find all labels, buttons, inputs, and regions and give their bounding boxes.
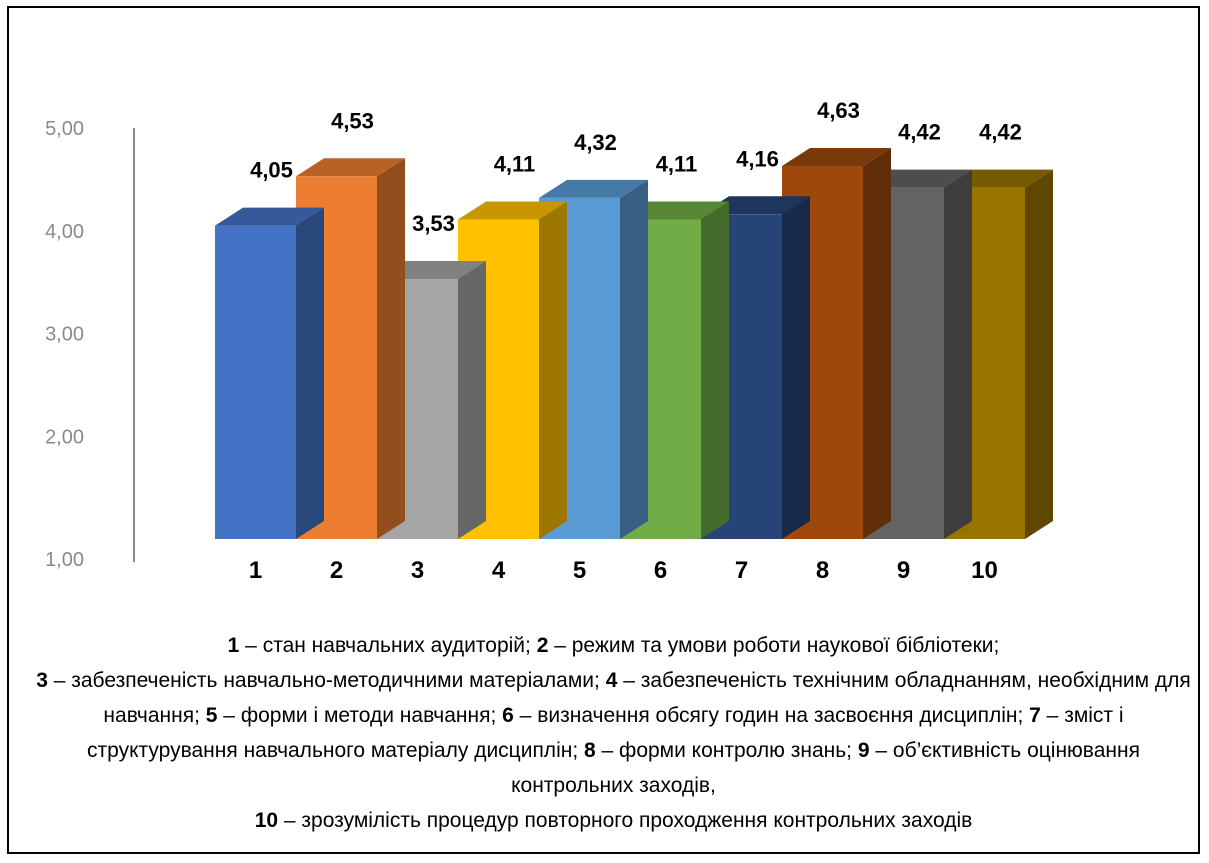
bar-side: [701, 201, 729, 539]
bar-side: [539, 201, 567, 539]
data-label: 4,42: [979, 120, 1022, 145]
x-tick-label: 6: [654, 557, 667, 584]
y-tick-label: 5,00: [45, 118, 84, 140]
x-tick-label: 5: [573, 557, 586, 584]
legend-item-9: 9 – об’єктивність оцінювання контрольних…: [511, 739, 1140, 797]
bar-top: [782, 148, 891, 167]
legend-text: зміст і структурування навчального матер…: [87, 704, 1124, 762]
bar-side: [944, 169, 972, 539]
x-tick-label: 3: [411, 557, 424, 584]
chart-legend: 1 – стан навчальних аудиторій; 2 – режим…: [29, 628, 1198, 838]
bar-front: [215, 225, 296, 540]
legend-item-7: 7 – зміст і структурування навчального м…: [87, 704, 1124, 762]
data-label: 4,53: [331, 108, 374, 133]
data-label: 4,32: [574, 130, 617, 155]
bar-1: [215, 207, 324, 540]
x-tick-label: 1: [249, 557, 262, 584]
x-tick-label: 7: [735, 557, 748, 584]
data-label: 4,63: [817, 98, 860, 123]
legend-num: 9: [857, 739, 870, 762]
bars: [215, 148, 1053, 540]
legend-item-3: 3 – забезпеченість навчально-методичними…: [36, 669, 606, 692]
legend-num: 6: [502, 704, 514, 727]
bar-side: [782, 196, 810, 539]
data-label: 4,16: [736, 146, 779, 171]
bar-top: [458, 201, 567, 220]
legend-num: 3: [36, 669, 48, 692]
legend-item-8: 8 – форми контролю знань;: [584, 739, 858, 762]
legend-text: форми контролю знань;: [619, 739, 858, 762]
bar-side: [296, 207, 324, 540]
bar-side: [1025, 169, 1053, 539]
labels: 1 2 3 4 5 6 7 8 9 10 4,05 4,53 3,53 4,11 4,32 4,11 4,16 4…: [249, 98, 1022, 584]
legend-text: забезпеченість навчально-методичними мат…: [71, 669, 606, 692]
legend-text: режим та умови роботи наукової бібліотек…: [571, 634, 1000, 657]
legend-item-1: 1 – стан навчальних аудиторій;: [227, 634, 537, 657]
bar-top: [296, 158, 405, 177]
data-label: 4,42: [898, 120, 941, 145]
data-label: 4,11: [656, 151, 698, 176]
legend-item-5: 5 – форми і методи навчання;: [205, 704, 503, 727]
data-label: 3,53: [412, 211, 455, 236]
x-tick-label: 4: [492, 557, 506, 584]
legend-text: об’єктивність оцінювання контрольних зах…: [511, 739, 1140, 797]
legend-num: 7: [1029, 704, 1041, 727]
bar-side: [377, 158, 405, 540]
legend-item-2: 2 – режим та умови роботи наукової біблі…: [536, 634, 1000, 657]
y-tick-label: 2,00: [45, 426, 84, 448]
legend-num: 4: [605, 669, 618, 692]
x-tick-label: 10: [971, 557, 998, 584]
y-tick-label: 1,00: [45, 549, 84, 571]
legend-text: форми і методи навчання;: [240, 704, 503, 727]
data-label: 4,11: [494, 151, 536, 176]
bar-top: [215, 207, 324, 226]
x-tick-label: 8: [816, 557, 829, 584]
legend-num: 10: [254, 809, 279, 832]
chart-frame: 1,00 2,00 3,00 4,00 5,00 1 2 3 4 5 6 7 8 9 10 4,05 4,53…: [7, 6, 1200, 854]
bar-side: [620, 179, 648, 539]
bar-chart: 1,00 2,00 3,00 4,00 5,00 1 2 3 4 5 6 7 8 9 10 4,05 4,53…: [45, 98, 1053, 584]
legend-num: 2: [536, 634, 549, 657]
bar-top: [539, 179, 648, 198]
legend-item-10: 10 – зрозумілість процедур повторного пр…: [254, 809, 973, 832]
y-tick-label: 4,00: [45, 221, 84, 243]
legend-text: зрозумілість процедур повторного проходж…: [301, 809, 973, 832]
x-tick-label: 9: [897, 557, 910, 584]
legend-text: стан навчальних аудиторій;: [262, 634, 537, 657]
legend-num: 8: [584, 739, 596, 762]
x-tick-label: 2: [330, 557, 343, 584]
y-tick-label: 3,00: [45, 324, 84, 346]
legend-text: забезпеченість технічним обладнанням, не…: [103, 669, 1191, 727]
legend-item-6: 6 – визначення обсягу годин на засвоєння…: [502, 704, 1030, 727]
legend-text: визначення обсягу годин на засвоєння дис…: [537, 704, 1030, 727]
bar-side: [458, 261, 486, 539]
bar-side: [863, 148, 891, 539]
data-label: 4,05: [250, 158, 293, 183]
y-axis: 1,00 2,00 3,00 4,00 5,00: [45, 118, 135, 571]
legend-num: 5: [205, 704, 218, 727]
legend-item-4: 4 – забезпеченість технічним обладнанням…: [103, 669, 1191, 727]
legend-num: 1: [227, 634, 240, 657]
